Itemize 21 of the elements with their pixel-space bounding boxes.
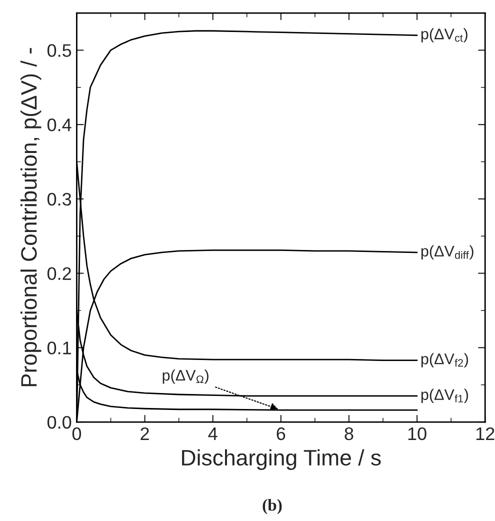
series-label: p(ΔV$_{f1}$): [421, 388, 468, 404]
y-axis-title: Proportional Contribution, p(ΔV) / -: [20, 48, 42, 386]
x-tick-label: 2: [140, 427, 149, 440]
x-tick-label: 0: [72, 427, 82, 440]
series-label: p(ΔV$_{diff}$): [421, 245, 474, 260]
y-tick-label: 0.4: [47, 118, 72, 132]
x-tick-label: 6: [276, 427, 286, 440]
y-tick-label: 0.5: [47, 44, 72, 57]
text: (b): [262, 499, 282, 514]
x-tick-label: 10: [408, 427, 426, 440]
y-tick-label: 0.3: [47, 192, 72, 206]
series-label: p(ΔV$_{ct}$): [421, 28, 468, 42]
annotation: p(ΔV$_{Ω}$): [162, 369, 208, 384]
y-tick-label: 0.0: [47, 416, 72, 429]
x-tick-label: 4: [208, 428, 218, 440]
y-tick-label: 0.1: [47, 342, 71, 354]
x-axis-title: Discharging Time / s: [182, 449, 381, 470]
x-tick-label: 12: [476, 427, 494, 440]
y-tick-label: 0.2: [47, 267, 71, 280]
x-tick-label: 8: [344, 427, 354, 440]
series-label: p(ΔV$_{f2}$): [421, 353, 468, 368]
